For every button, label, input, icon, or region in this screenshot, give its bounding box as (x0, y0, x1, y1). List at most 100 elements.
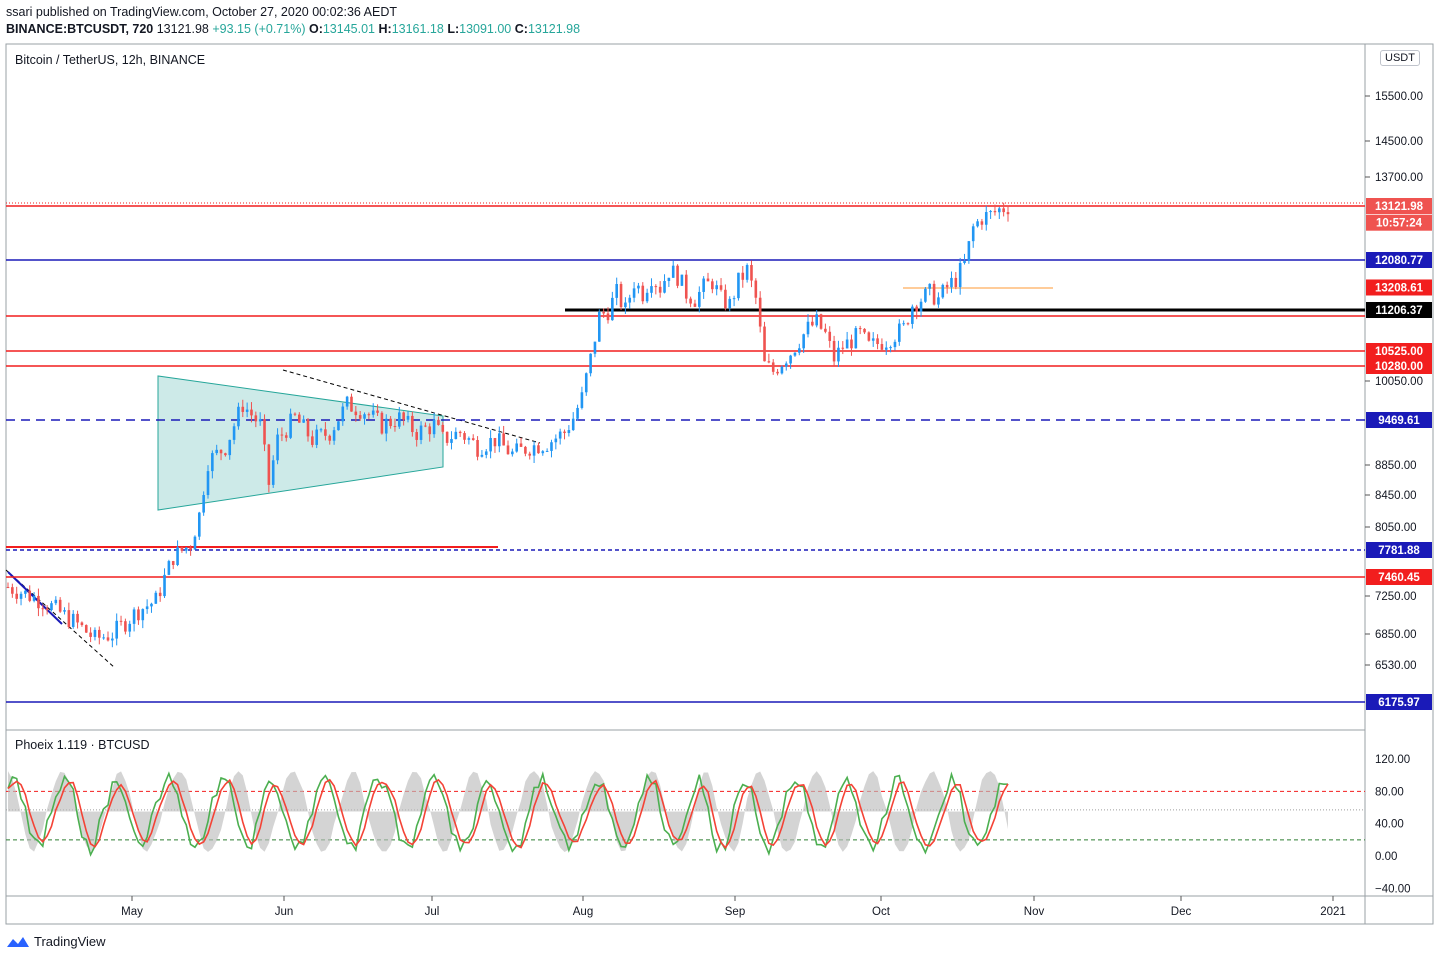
candle-body (784, 363, 788, 367)
osc-green-line (7, 771, 1009, 857)
candle-body (519, 443, 523, 447)
candle-body (415, 432, 418, 440)
candle-body (832, 340, 836, 362)
candle-body (19, 593, 23, 599)
candle-body (950, 277, 953, 288)
candle-body (711, 281, 714, 290)
candle-body (180, 547, 184, 551)
x-tick-label: Oct (872, 906, 891, 918)
price-tag-label: 9469.61 (1378, 415, 1420, 427)
candle-body (41, 608, 45, 610)
candle-body (558, 431, 562, 439)
price-tag-label: 10280.00 (1375, 361, 1423, 373)
candle-body (893, 341, 897, 348)
candle-body (532, 445, 536, 456)
candle-body (284, 435, 288, 438)
candle-body (876, 338, 879, 345)
candle-body (506, 445, 510, 455)
candle-body (271, 460, 275, 485)
candle-body (741, 272, 745, 280)
currency-badge[interactable]: USDT (1380, 50, 1420, 66)
price-tag (1366, 542, 1432, 558)
candle-body (1006, 212, 1010, 215)
price-tag (1366, 343, 1432, 359)
time-axis-frame (5, 895, 1366, 925)
candle-body (89, 632, 92, 637)
candle-body (380, 412, 384, 434)
candle-body (963, 260, 966, 264)
candle-body (980, 221, 984, 225)
candle-body (11, 587, 14, 594)
candle-body (189, 547, 192, 550)
candle-body (67, 610, 71, 627)
candle-body (750, 265, 753, 281)
candle-body (737, 272, 740, 299)
candle-body (789, 355, 792, 364)
low-label: L: (447, 22, 460, 36)
candle-body (845, 339, 849, 349)
y-tick-label: 8450.00 (1375, 490, 1417, 502)
candle-body (63, 610, 66, 612)
last-price: 13121.98 (156, 22, 209, 36)
candle-body (689, 298, 692, 304)
candle-body (928, 283, 932, 289)
candle-body (754, 280, 758, 298)
price-tag-label: 13208.61 (1375, 282, 1424, 294)
price-axis[interactable]: 15500.00 14500.00 13700.00 10050.00 8850.00 8… (1365, 91, 1423, 895)
candle-body (567, 430, 571, 434)
candle-body (680, 274, 684, 286)
candle-body (206, 471, 210, 496)
candle-body (493, 437, 497, 447)
publisher-line: ssari published on TradingView.com, Octo… (6, 5, 397, 19)
candle-body (632, 288, 636, 298)
candle-body (871, 338, 875, 341)
candle-body (993, 211, 997, 213)
candle-body (228, 439, 232, 456)
candle-body (406, 415, 410, 420)
candle-body (424, 425, 427, 427)
candle-body (563, 431, 566, 434)
candle-body (311, 436, 314, 445)
candle-body (393, 426, 397, 428)
candle-body (302, 419, 305, 423)
candle-body (254, 415, 258, 422)
candle-body (537, 445, 540, 454)
candle-body (489, 437, 492, 452)
candle-body (367, 414, 371, 416)
osc-tick-label: 40.00 (1375, 819, 1404, 831)
candle-body (911, 306, 914, 324)
price-tag-label: 11206.37 (1375, 305, 1422, 317)
candle-body (580, 392, 584, 408)
candle-body (163, 574, 166, 597)
candle-body (624, 302, 627, 308)
candle-body (276, 434, 279, 461)
candle-body (471, 438, 475, 441)
price-tag-label: 7460.45 (1378, 572, 1420, 584)
candle-body (502, 433, 505, 446)
candle-body (715, 285, 718, 290)
x-tick-label: May (121, 906, 143, 918)
candle-body (941, 284, 945, 298)
high-label: H: (378, 22, 392, 36)
low-value: 13091.00 (459, 22, 512, 36)
candle-body (793, 352, 797, 356)
candle-body (524, 446, 527, 454)
candle-body (484, 451, 488, 455)
candle-body (198, 512, 201, 537)
candle-body (867, 332, 871, 341)
price-tag (1366, 198, 1432, 214)
horizontal-levels (6, 202, 1365, 703)
trendline-dashed (282, 369, 541, 444)
candle-body (937, 297, 940, 305)
candle-body (219, 449, 223, 454)
candle-body (337, 421, 340, 431)
time-axis[interactable]: May Jun Jul Aug Sep Oct Nov Dec 2021 (121, 896, 1346, 918)
price-tag (1366, 279, 1432, 296)
drawings-layer (5, 287, 1053, 669)
y-tick-label: 10050.00 (1375, 376, 1423, 388)
candle-body (176, 547, 179, 565)
candle-body (332, 430, 336, 441)
candle-body (58, 599, 62, 612)
candle-body (293, 413, 297, 415)
